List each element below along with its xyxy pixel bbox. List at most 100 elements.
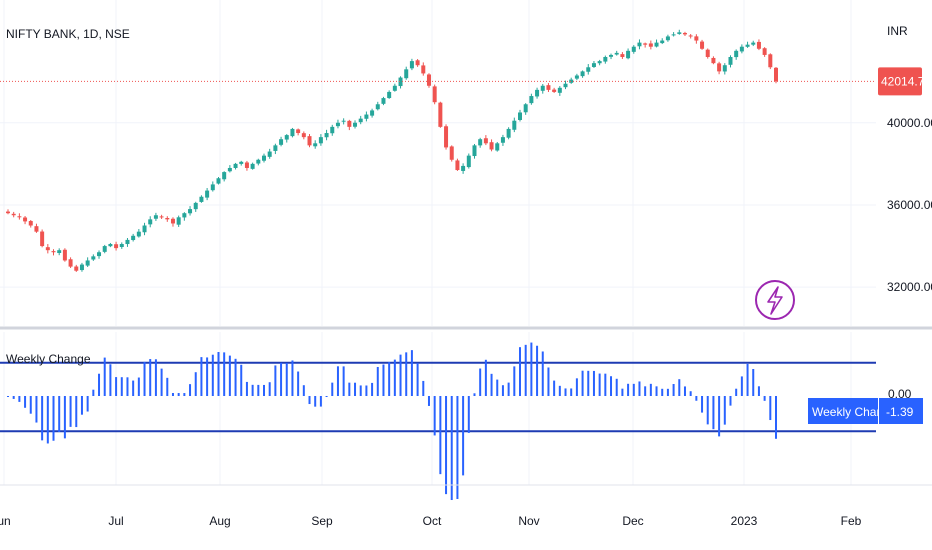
candle (370, 108, 375, 118)
candle (734, 49, 739, 60)
candle-body (557, 87, 562, 93)
candle (381, 96, 386, 106)
candle-body (307, 136, 312, 146)
candle-body (102, 246, 107, 252)
histogram-bar (627, 383, 630, 396)
histogram-bar (513, 366, 516, 396)
histogram-bar (740, 376, 743, 396)
candle-body (210, 184, 215, 191)
candle-body (296, 129, 301, 134)
candle (421, 62, 426, 76)
histogram-bar (467, 396, 470, 433)
histogram-bar (98, 373, 101, 396)
histogram-bar (775, 396, 777, 439)
histogram-bar (712, 396, 715, 430)
histogram-bar (388, 362, 391, 396)
histogram-bar (655, 386, 658, 396)
candle (188, 206, 193, 216)
candle-body (455, 160, 460, 171)
candle-body (739, 46, 744, 52)
candle (546, 83, 551, 92)
histogram-bar (126, 377, 129, 396)
histogram-bar (251, 384, 254, 396)
lightning-bolt-icon[interactable] (755, 280, 795, 320)
candle-body (535, 89, 540, 97)
candle-body (262, 155, 266, 161)
histogram-bar (149, 359, 152, 396)
candle-body (136, 231, 141, 237)
histogram-bar (723, 396, 726, 425)
histogram-bar (46, 396, 49, 444)
histogram-bar (371, 382, 374, 396)
candle (170, 217, 175, 227)
candle (739, 44, 744, 54)
main-pane[interactable] (0, 0, 876, 326)
histogram-bar (735, 388, 738, 396)
candle (148, 216, 153, 228)
candle-body (609, 54, 614, 57)
histogram-bar (621, 388, 624, 396)
candle-body (341, 120, 346, 122)
candle-body (722, 65, 727, 72)
candle (722, 63, 727, 75)
candle-body (472, 145, 477, 157)
indicator-pane[interactable] (0, 332, 876, 501)
candle-body (762, 48, 767, 55)
candle-body (148, 219, 153, 225)
price-label-1: 36000.00 (887, 198, 932, 212)
candle-body (387, 91, 392, 99)
candle (324, 129, 329, 141)
histogram-bar (92, 389, 95, 396)
candle-body (153, 215, 158, 219)
candle-body (432, 86, 437, 103)
histogram-bar (666, 388, 669, 396)
histogram-bar (456, 396, 459, 499)
histogram-bar (171, 393, 174, 396)
price-scale[interactable]: INR 40000.00 36000.00 32000.00 42014.75 0.… (808, 24, 932, 424)
candle-body (409, 61, 414, 69)
candle (85, 257, 90, 268)
candle (136, 229, 141, 238)
price-label-2: 32000.00 (887, 280, 932, 294)
histogram-bar (115, 377, 118, 396)
candle-body (279, 139, 284, 145)
candle-body (176, 217, 181, 225)
candle-body (745, 44, 750, 47)
candle (307, 134, 312, 148)
candle (682, 31, 687, 37)
candle (637, 39, 642, 50)
time-label-8: Feb (841, 514, 862, 528)
time-label-5: Nov (518, 514, 539, 528)
histogram-bar (649, 383, 652, 396)
candle-body (34, 226, 39, 232)
candle (768, 53, 773, 70)
indicator-title[interactable]: Weekly Change (6, 352, 91, 366)
candle (774, 66, 778, 84)
candle-body (119, 244, 124, 248)
chart-title[interactable]: NIFTY BANK, 1D, NSE (6, 27, 130, 41)
histogram-bar (302, 385, 305, 396)
histogram-bar (58, 396, 61, 432)
candle-body (461, 165, 466, 171)
histogram-bar (405, 352, 408, 396)
histogram-bar (365, 385, 368, 396)
histogram-bar (416, 363, 419, 396)
histogram-bar (427, 396, 430, 406)
histogram-bar (496, 379, 499, 396)
time-label-0: un (0, 514, 11, 528)
candle-body (637, 42, 642, 47)
histogram-bar (439, 396, 442, 475)
time-axis-labels[interactable]: un Jul Aug Sep Oct Nov Dec 2023 Feb (0, 514, 862, 528)
candle-body (512, 120, 517, 130)
candle (239, 160, 244, 166)
price-label-0: 40000.00 (887, 116, 932, 130)
histogram-bar (536, 345, 539, 396)
histogram-bar (336, 366, 339, 396)
candle-body (91, 256, 96, 260)
candle (626, 48, 631, 60)
candle (472, 143, 477, 159)
candle (728, 55, 733, 68)
candle (6, 209, 10, 215)
candle-body (728, 56, 733, 65)
